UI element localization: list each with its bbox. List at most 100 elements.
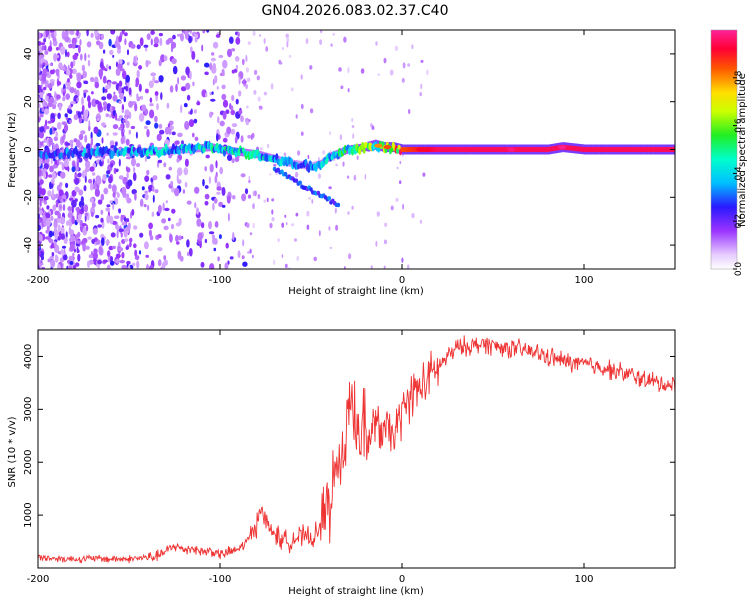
noise-speckle [407, 264, 410, 269]
noise-speckle [95, 142, 101, 147]
noise-speckle [250, 134, 253, 140]
noise-speckle [277, 238, 280, 243]
noise-speckle [329, 246, 332, 250]
noise-speckle [263, 91, 268, 96]
noise-speckle [164, 126, 170, 135]
noise-speckle [176, 241, 180, 245]
noise-speckle [87, 101, 92, 109]
noise-speckle [186, 239, 190, 248]
noise-speckle [201, 44, 204, 52]
noise-speckle [133, 243, 137, 249]
noise-speckle [58, 161, 64, 165]
noise-speckle [83, 109, 88, 119]
noise-speckle [50, 157, 53, 165]
noise-speckle [231, 94, 235, 102]
noise-speckle [194, 33, 199, 39]
noise-speckle [420, 83, 423, 89]
noise-speckle [401, 77, 405, 83]
noise-speckle [200, 222, 205, 229]
noise-speckle [115, 112, 118, 121]
noise-speckle [62, 204, 66, 211]
noise-speckle [68, 226, 71, 235]
noise-speckle [245, 120, 249, 126]
noise-speckle [109, 260, 115, 266]
noise-speckle [121, 30, 125, 35]
noise-speckle [43, 38, 47, 43]
noise-speckle [204, 193, 210, 200]
y-tick-label: -20 [23, 189, 34, 205]
noise-speckle [47, 190, 52, 197]
noise-speckle [263, 199, 266, 203]
noise-speckle [281, 47, 284, 50]
y-tick-label: 0 [23, 146, 34, 152]
noise-speckle [76, 73, 82, 82]
noise-speckle [38, 130, 45, 139]
noise-speckle [402, 62, 406, 69]
colorbar-tick-label: 0.4 [734, 166, 744, 181]
noise-speckle [53, 53, 58, 62]
noise-speckle [72, 59, 76, 66]
noise-speckle [231, 158, 235, 164]
noise-speckle [185, 82, 191, 90]
noise-speckle [126, 49, 130, 56]
noise-speckle [77, 111, 82, 119]
noise-speckle [71, 199, 77, 208]
noise-speckle [174, 140, 180, 145]
noise-speckle [71, 42, 76, 49]
noise-speckle [182, 189, 186, 194]
noise-speckle [259, 147, 263, 151]
noise-speckle [50, 178, 55, 183]
noise-speckle [39, 126, 45, 133]
noise-speckle [150, 72, 156, 77]
noise-speckle [38, 224, 41, 231]
noise-speckle [266, 197, 269, 203]
snr-x-label: Height of straight line (km) [288, 586, 424, 597]
noise-speckle [108, 175, 113, 184]
noise-speckle [59, 182, 63, 187]
noise-speckle [51, 188, 54, 198]
noise-speckle [81, 64, 86, 72]
noise-speckle [57, 159, 60, 166]
noise-speckle [271, 217, 275, 222]
noise-speckle [248, 175, 251, 180]
noise-speckle [69, 87, 75, 94]
noise-speckle [318, 157, 320, 162]
noise-speckle [144, 190, 148, 194]
noise-speckle [126, 218, 130, 223]
snr-y-label: SNR (10 * v/v) [7, 416, 18, 487]
noise-speckle [95, 214, 100, 219]
noise-speckle [295, 114, 298, 119]
noise-speckle [154, 122, 159, 129]
noise-speckle [166, 102, 170, 109]
noise-speckle [38, 167, 42, 177]
noise-speckle [194, 202, 197, 209]
noise-speckle [154, 115, 158, 123]
noise-speckle [252, 30, 256, 37]
noise-speckle [256, 75, 260, 81]
noise-speckle [208, 221, 212, 230]
spectrogram-x-ticks: -200 -100 0 100 [27, 30, 594, 286]
noise-speckle [69, 119, 72, 124]
noise-speckle [211, 112, 214, 116]
noise-speckle [55, 193, 59, 199]
noise-speckle [96, 117, 100, 121]
noise-speckle [300, 103, 304, 110]
noise-speckle [227, 260, 230, 265]
noise-speckle [376, 211, 380, 217]
noise-speckle [188, 35, 193, 44]
noise-speckle [178, 235, 183, 241]
noise-speckle [63, 132, 66, 140]
noise-speckle [266, 143, 270, 149]
noise-speckle [334, 207, 337, 214]
noise-speckle [94, 81, 100, 89]
noise-speckle [118, 247, 124, 252]
noise-speckle [185, 66, 190, 76]
noise-speckle [108, 245, 114, 251]
noise-speckle [318, 230, 321, 237]
ridge-peak [374, 143, 383, 148]
noise-speckle [219, 120, 225, 127]
noise-speckle [245, 67, 250, 73]
noise-speckle [353, 174, 357, 181]
noise-speckle [371, 125, 374, 130]
noise-speckle [87, 59, 91, 67]
